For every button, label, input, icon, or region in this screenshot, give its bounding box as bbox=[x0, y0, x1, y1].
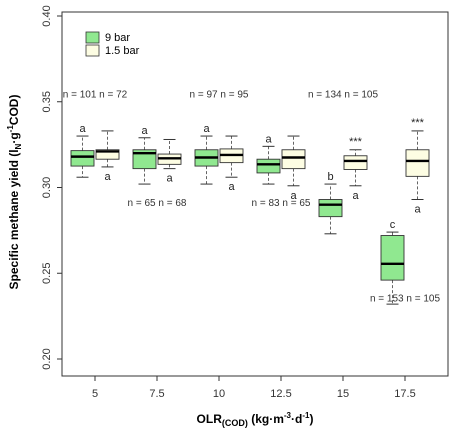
box-series: a a a a b c a a a a a *** a *** bbox=[70, 117, 430, 305]
sample-size-label-4: n = 134 n = 105 bbox=[308, 89, 379, 100]
y-tick-label-3: 0.35 bbox=[41, 91, 53, 112]
x-axis: 5 7.5 10 12.5 15 17.5 bbox=[92, 376, 416, 400]
legend: 9 bar 1.5 bar bbox=[85, 31, 140, 57]
group-letter-1-0: a bbox=[104, 171, 111, 183]
box-body bbox=[256, 158, 281, 174]
sample-size-label-1: n = 65 n = 68 bbox=[128, 198, 187, 209]
sample-size-annotations: n = 101 n = 72 n = 65 n = 68 n = 97 n = 95… bbox=[63, 89, 441, 304]
box-1-1 bbox=[157, 138, 182, 170]
sample-size-label-0: n = 101 n = 72 bbox=[63, 89, 128, 100]
box-1-5 bbox=[405, 130, 430, 201]
x-tick-label-3: 12.5 bbox=[270, 388, 291, 400]
y-axis: 0.20 0.25 0.30 0.35 0.40 bbox=[41, 5, 62, 370]
group-letter-1-3: a bbox=[290, 190, 297, 202]
box-body bbox=[70, 150, 95, 167]
box-body bbox=[95, 149, 120, 160]
group-letter-0-2: a bbox=[203, 123, 210, 135]
box-body bbox=[132, 149, 157, 170]
legend-label-1-5-bar: 1.5 bar bbox=[105, 45, 140, 57]
group-letter-0-1: a bbox=[141, 125, 148, 137]
group-letter-0-0: a bbox=[79, 123, 86, 135]
significance-4: *** bbox=[349, 136, 363, 148]
x-tick-label-2: 10 bbox=[213, 388, 225, 400]
legend-swatch-9-bar bbox=[85, 31, 100, 44]
box-body bbox=[281, 149, 306, 170]
significance-5: *** bbox=[411, 117, 425, 129]
box-body bbox=[405, 149, 430, 177]
group-letter-1-4: a bbox=[352, 190, 359, 202]
sample-size-label-3: n = 83 n = 65 bbox=[252, 198, 311, 209]
plot-frame bbox=[61, 11, 449, 377]
box-1-2 bbox=[219, 135, 244, 178]
box-0-5 bbox=[380, 231, 405, 305]
y-axis-title: Specific methane yield (lN·g-1COD) bbox=[6, 95, 23, 290]
group-letter-0-5: c bbox=[390, 219, 396, 231]
group-letter-1-5: a bbox=[414, 204, 421, 216]
box-0-1 bbox=[132, 137, 157, 185]
x-tick-label-4: 15 bbox=[337, 388, 349, 400]
group-letter-1-1: a bbox=[166, 173, 173, 185]
group-letter-0-4: b bbox=[327, 171, 333, 183]
y-tick-label-0: 0.20 bbox=[41, 348, 53, 369]
x-tick-label-0: 5 bbox=[92, 388, 98, 400]
box-1-0 bbox=[95, 130, 120, 168]
box-body bbox=[318, 199, 343, 218]
group-letter-0-3: a bbox=[265, 133, 272, 145]
box-body bbox=[343, 155, 368, 170]
sample-size-label-5: n = 153 n = 105 bbox=[370, 294, 441, 305]
box-body bbox=[380, 235, 405, 281]
y-tick-label-1: 0.25 bbox=[41, 263, 53, 284]
y-tick-label-2: 0.30 bbox=[41, 177, 53, 198]
y-tick-label-4: 0.40 bbox=[41, 5, 53, 26]
box-0-3 bbox=[256, 145, 281, 185]
x-tick-label-5: 17.5 bbox=[394, 388, 415, 400]
legend-swatch-1-5-bar bbox=[85, 44, 100, 57]
sample-size-label-2: n = 97 n = 95 bbox=[190, 89, 249, 100]
x-axis-title: OLR(COD) (kg·m-3·d-1) bbox=[197, 411, 314, 428]
legend-label-9-bar: 9 bar bbox=[105, 32, 130, 44]
box-0-2 bbox=[194, 135, 219, 185]
box-0-4 bbox=[318, 183, 343, 235]
group-letter-1-2: a bbox=[228, 181, 235, 193]
x-tick-label-1: 7.5 bbox=[149, 388, 164, 400]
box-1-4 bbox=[343, 149, 368, 187]
box-0-0 bbox=[70, 135, 95, 178]
box-1-3 bbox=[281, 135, 306, 187]
